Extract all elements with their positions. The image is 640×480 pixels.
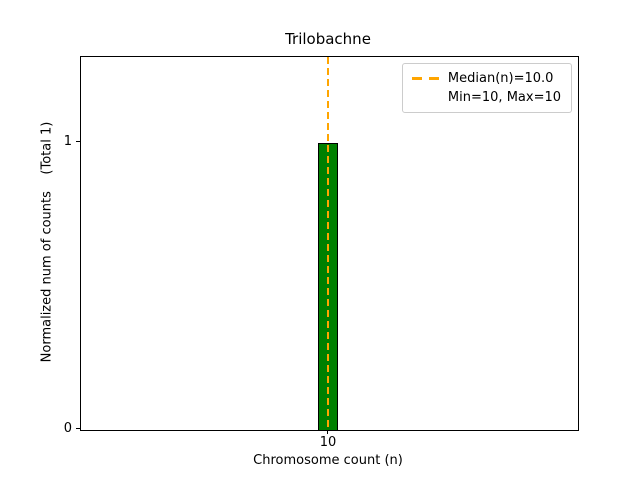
legend-label-median: Median(n)=10.0 [447, 71, 554, 86]
y-tick-label-0: 0 [63, 421, 72, 436]
x-tick-mark-10 [327, 430, 329, 434]
legend-row-median: Median(n)=10.0 [411, 69, 561, 88]
y-tick-label-1: 1 [63, 134, 72, 149]
y-tick-mark-1 [76, 141, 80, 143]
legend-row-minmax: Min=10, Max=10 [412, 88, 561, 107]
median-line [327, 57, 329, 430]
legend-label-minmax: Min=10, Max=10 [447, 90, 561, 105]
x-tick-label-10: 10 [319, 435, 337, 450]
x-axis-label: Chromosome count (n) [253, 453, 403, 468]
median-dashed-line-swatch [411, 77, 439, 80]
plot-area: Median(n)=10.0 Min=10, Max=10 [80, 56, 579, 431]
legend-empty-swatch [412, 96, 439, 99]
chart-title: Trilobachne [285, 30, 371, 48]
y-tick-mark-0 [76, 428, 80, 430]
legend: Median(n)=10.0 Min=10, Max=10 [401, 63, 572, 113]
y-axis-label: Normalized num of counts (Total 1) [39, 121, 55, 363]
